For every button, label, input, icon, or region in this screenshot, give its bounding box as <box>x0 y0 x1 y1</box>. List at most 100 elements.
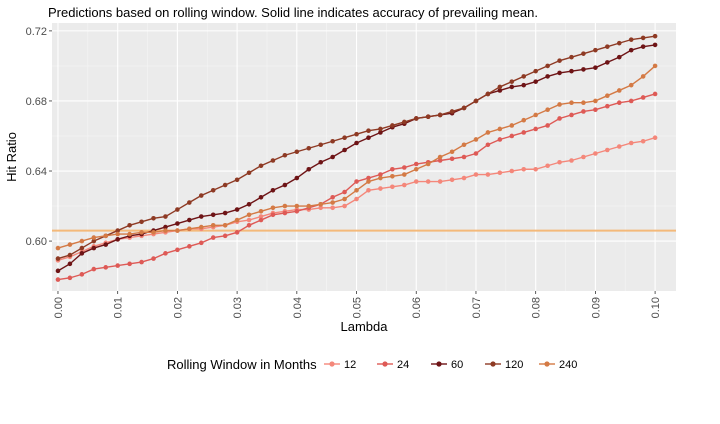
data-point-12 <box>533 166 538 172</box>
data-point-240 <box>402 172 407 177</box>
data-point-120 <box>222 182 228 188</box>
data-point-12 <box>354 196 359 202</box>
data-point-240 <box>557 102 562 107</box>
data-point-60 <box>282 182 288 188</box>
data-point-24 <box>210 235 216 240</box>
data-point-60 <box>605 60 610 65</box>
x-tick-label: 0.05 <box>352 297 364 318</box>
data-point-120 <box>282 152 288 158</box>
data-point-60 <box>533 79 538 84</box>
data-point-24 <box>151 256 156 261</box>
data-point-60 <box>366 135 371 141</box>
x-tick-label: 0.03 <box>232 297 244 318</box>
data-point-120 <box>198 193 204 198</box>
data-point-24 <box>175 247 180 253</box>
data-point-120 <box>557 58 562 63</box>
data-point-60 <box>545 74 550 79</box>
legend-title: Rolling Window in Months <box>167 357 317 372</box>
data-point-60 <box>509 84 515 90</box>
data-point-24 <box>115 263 120 268</box>
data-point-240 <box>449 149 455 155</box>
data-point-240 <box>366 179 371 184</box>
data-point-240 <box>330 200 335 205</box>
data-point-60 <box>222 210 228 216</box>
data-point-240 <box>222 223 228 228</box>
data-point-24 <box>234 230 240 235</box>
data-point-120 <box>616 40 622 46</box>
data-point-240 <box>485 130 491 135</box>
grid-minor <box>52 23 676 291</box>
data-point-24 <box>330 194 335 200</box>
data-point-60 <box>521 82 527 88</box>
x-tick-label: 0.07 <box>471 297 483 318</box>
series-24 <box>55 91 658 282</box>
data-point-24 <box>103 265 109 270</box>
data-point-120 <box>342 135 347 141</box>
data-point-120 <box>55 256 61 261</box>
data-point-240 <box>318 201 324 207</box>
data-point-120 <box>234 177 240 183</box>
data-point-24 <box>270 212 276 218</box>
data-point-240 <box>437 154 443 160</box>
data-point-120 <box>509 79 515 84</box>
data-point-120 <box>437 112 443 118</box>
data-point-240 <box>270 205 276 211</box>
data-point-240 <box>187 226 192 232</box>
data-point-24 <box>163 251 168 256</box>
data-point-60 <box>258 194 264 200</box>
data-point-60 <box>55 268 61 274</box>
data-point-12 <box>461 175 467 181</box>
data-point-120 <box>79 245 85 251</box>
data-point-60 <box>378 130 383 135</box>
data-point-120 <box>139 219 144 225</box>
data-point-12 <box>557 159 562 165</box>
data-point-24 <box>246 223 252 228</box>
data-point-60 <box>581 67 586 72</box>
data-point-120 <box>115 228 120 233</box>
data-point-240 <box>378 175 383 181</box>
data-point-120 <box>545 63 550 69</box>
legend-item-60: 60 <box>431 359 463 371</box>
data-point-60 <box>342 147 347 153</box>
data-point-240 <box>103 233 109 239</box>
x-tick-label: 0.06 <box>411 297 423 318</box>
data-point-60 <box>593 65 598 70</box>
data-point-12 <box>545 163 550 169</box>
data-point-12 <box>605 147 610 153</box>
legend-key-point <box>490 361 496 367</box>
data-point-60 <box>557 70 562 76</box>
data-point-24 <box>282 210 288 216</box>
data-point-120 <box>413 116 419 121</box>
data-point-12 <box>378 186 383 191</box>
data-point-240 <box>163 228 168 233</box>
data-point-240 <box>616 88 622 93</box>
data-point-120 <box>151 216 156 221</box>
data-point-240 <box>234 217 240 223</box>
data-point-120 <box>605 44 610 49</box>
data-point-240 <box>569 100 574 105</box>
data-point-24 <box>616 100 622 105</box>
x-tick-label: 0.04 <box>292 297 304 318</box>
data-point-24 <box>91 266 97 272</box>
data-point-60 <box>79 251 85 256</box>
data-point-24 <box>652 91 658 97</box>
data-point-24 <box>258 217 264 223</box>
data-point-24 <box>628 98 634 104</box>
data-point-120 <box>270 158 276 163</box>
data-point-120 <box>318 142 324 148</box>
legend-label-24: 24 <box>397 359 409 371</box>
legend-label-240: 240 <box>559 359 577 371</box>
data-point-60 <box>198 214 204 219</box>
data-point-24 <box>605 103 610 109</box>
data-point-60 <box>175 221 180 226</box>
data-point-120 <box>485 91 491 97</box>
data-point-120 <box>366 128 371 134</box>
x-tick-label: 0.08 <box>531 297 543 318</box>
data-point-240 <box>198 224 204 230</box>
y-axis: 0.60 0.64 0.68 0.72 <box>26 26 52 248</box>
data-point-240 <box>354 187 359 193</box>
data-point-120 <box>67 252 73 258</box>
data-point-240 <box>210 223 216 228</box>
legend-key-point <box>382 361 388 367</box>
data-point-24 <box>593 107 598 113</box>
